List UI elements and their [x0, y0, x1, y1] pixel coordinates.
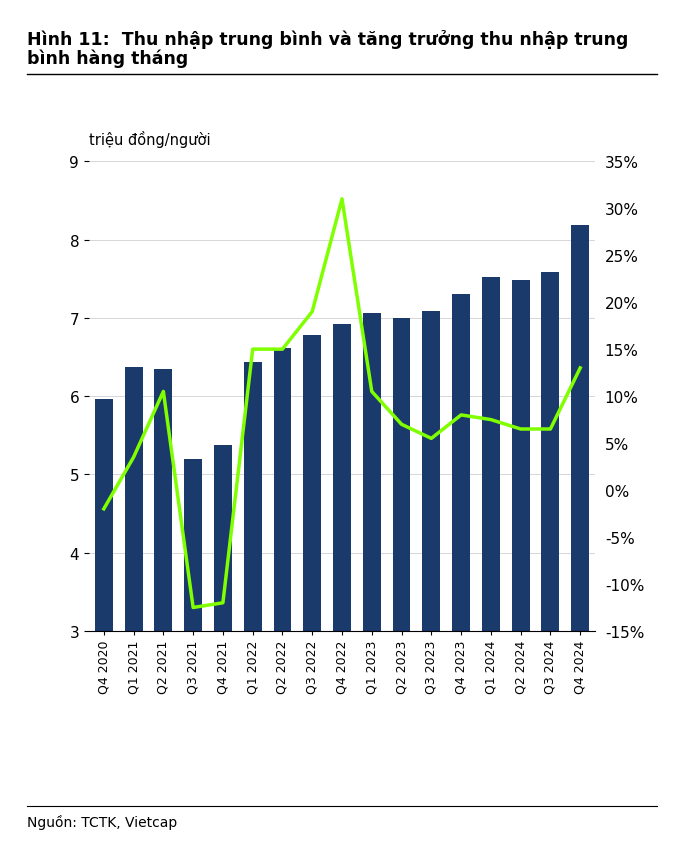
Bar [244, 363, 261, 853]
Bar [214, 445, 232, 853]
Text: Nguồn: TCTK, Vietcap: Nguồn: TCTK, Vietcap [27, 814, 178, 829]
Bar [303, 335, 321, 853]
Bar [184, 459, 202, 853]
Bar [393, 318, 410, 853]
Bar [542, 273, 560, 853]
Text: Hình 11:  Thu nhập trung bình và tăng trưởng thu nhập trung: Hình 11: Thu nhập trung bình và tăng trư… [27, 30, 629, 49]
Bar [452, 295, 470, 853]
Text: triệu đồng/người: triệu đồng/người [89, 131, 211, 148]
Text: bình hàng tháng: bình hàng tháng [27, 49, 189, 68]
Bar [333, 325, 351, 853]
Bar [124, 368, 142, 853]
Bar [512, 281, 529, 853]
Bar [95, 400, 113, 853]
Bar [155, 369, 172, 853]
Bar [274, 348, 291, 853]
Bar [363, 314, 381, 853]
Bar [423, 311, 440, 853]
Bar [482, 278, 500, 853]
Bar [571, 226, 589, 853]
